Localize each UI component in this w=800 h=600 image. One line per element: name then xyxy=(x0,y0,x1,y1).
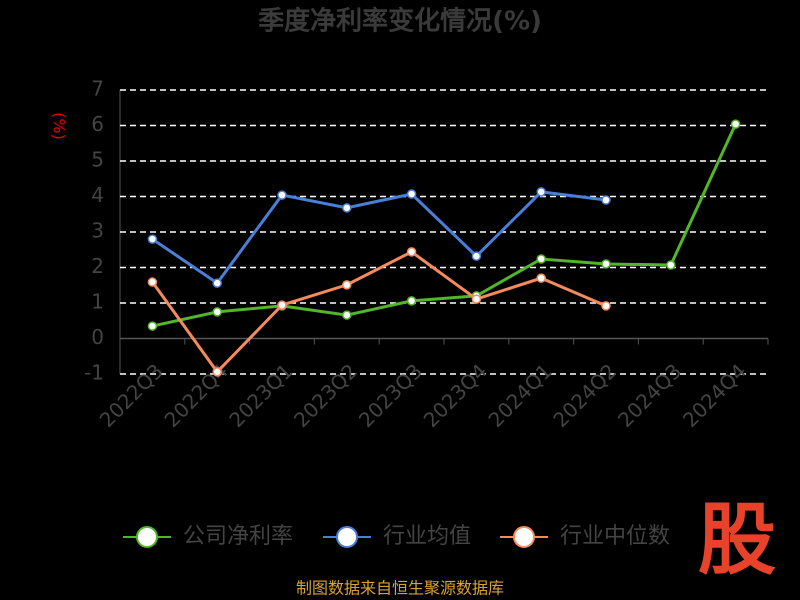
data-point xyxy=(277,190,287,200)
data-point xyxy=(147,234,158,244)
y-axis-label: (%) xyxy=(50,112,69,140)
series-line xyxy=(151,190,607,286)
y-tick-label: 2 xyxy=(91,254,104,278)
x-tick-label: 2023Q4 xyxy=(419,359,492,432)
y-tick-label: 5 xyxy=(91,148,104,172)
x-tick-label: 2023Q1 xyxy=(224,359,297,432)
y-tick-label: 4 xyxy=(91,183,104,207)
data-point xyxy=(536,254,546,264)
data-point xyxy=(212,278,222,288)
x-tick-label: 2024Q3 xyxy=(613,359,686,432)
legend-label: 行业均值 xyxy=(383,524,471,549)
data-point xyxy=(471,251,482,261)
series-line xyxy=(152,123,737,328)
legend-marker xyxy=(136,526,158,548)
data-point xyxy=(601,195,611,205)
y-tick-label: 0 xyxy=(91,325,104,349)
data-point xyxy=(147,277,158,287)
x-tick-label: 2023Q3 xyxy=(354,359,427,432)
data-point xyxy=(730,119,741,129)
data-point xyxy=(471,294,482,304)
data-point xyxy=(406,247,417,257)
data-point xyxy=(277,300,287,310)
data-point xyxy=(601,259,611,269)
data-point xyxy=(666,260,676,270)
y-tick-label: 3 xyxy=(91,219,104,243)
data-point xyxy=(342,203,352,213)
data-point xyxy=(342,310,352,320)
series-line xyxy=(151,250,607,375)
x-tick-label: 2022Q4 xyxy=(160,359,233,432)
logo: 股 xyxy=(698,495,776,585)
data-point xyxy=(147,321,158,331)
x-tick-label: 2023Q2 xyxy=(289,359,362,432)
y-tick-label: 7 xyxy=(91,77,104,101)
data-point xyxy=(212,367,222,377)
y-tick-label: 1 xyxy=(91,290,104,314)
chart-title: 季度净利率变化情况(%) xyxy=(258,6,542,37)
data-point xyxy=(406,189,417,199)
data-point xyxy=(601,301,611,311)
data-point xyxy=(406,296,417,306)
legend-marker xyxy=(513,526,535,548)
source-note: 制图数据来自恒生聚源数据库 xyxy=(296,579,504,598)
legend-label: 行业中位数 xyxy=(560,524,670,549)
x-tick-label: 2024Q4 xyxy=(678,359,751,432)
x-tick-label: 2024Q2 xyxy=(548,359,621,432)
legend-marker xyxy=(336,526,358,548)
data-point xyxy=(536,273,546,283)
x-tick-label: 2024Q1 xyxy=(484,359,557,432)
x-tick-label: 2022Q3 xyxy=(95,359,168,432)
data-point xyxy=(536,187,546,197)
y-tick-label: -1 xyxy=(84,361,104,385)
data-point xyxy=(212,307,222,317)
y-tick-label: 6 xyxy=(91,112,104,136)
legend-label: 公司净利率 xyxy=(183,524,293,549)
data-point xyxy=(342,280,352,290)
